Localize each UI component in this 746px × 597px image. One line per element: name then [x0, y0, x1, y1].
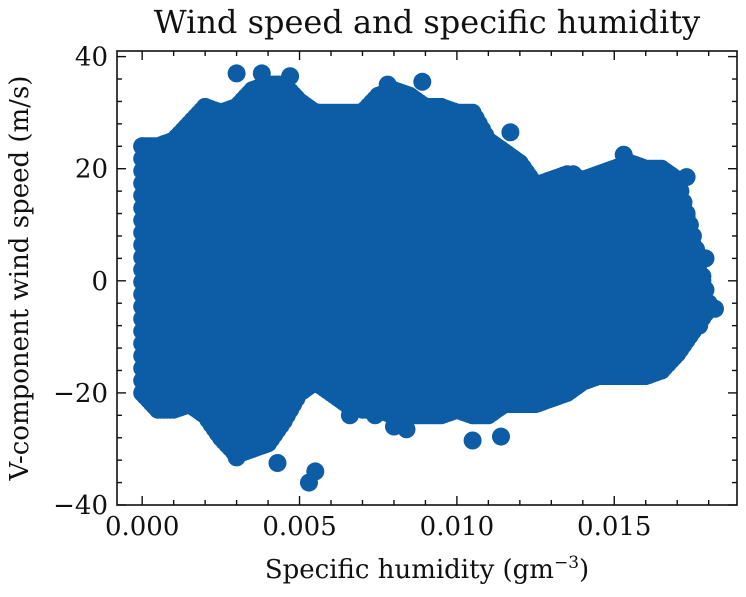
data-point-outlier: [227, 448, 246, 467]
data-point-outlier: [501, 123, 520, 142]
x-tick-label: 0.015: [577, 512, 651, 542]
data-point-outlier: [564, 165, 583, 184]
x-tick-label: 0.000: [105, 512, 179, 542]
data-point-outlier: [492, 427, 510, 446]
data-point-outlier: [614, 145, 633, 164]
x-axis-label-close: ): [579, 555, 589, 585]
x-axis-label-superscript: −3: [554, 553, 579, 573]
y-tick-label: 0: [91, 267, 108, 297]
y-tick-label: 40: [75, 43, 108, 73]
data-point-outlier: [378, 75, 397, 94]
ticks-layer: 0.000 0.005 0.010 0.015 −40 −20 0 20 40: [53, 43, 737, 542]
data-point-outlier: [281, 67, 300, 86]
data-point-outlier: [252, 64, 271, 83]
data-point-outlier: [340, 406, 359, 425]
data-point-outlier: [227, 64, 246, 83]
points-layer: [133, 64, 724, 492]
data-point: [693, 267, 712, 286]
data-point-outlier: [463, 431, 482, 450]
y-tick-label: −20: [53, 379, 108, 409]
y-tick-label: 20: [75, 155, 108, 185]
data-point-outlier: [413, 72, 432, 91]
x-tick-label: 0.010: [420, 512, 494, 542]
data-point-outlier: [677, 168, 696, 187]
data-point-outlier: [385, 417, 403, 436]
data-point-outlier: [690, 316, 709, 335]
data-point-outlier: [306, 462, 325, 481]
data-point-outlier: [706, 299, 724, 318]
y-axis-label: V-component wind speed (m/s): [5, 76, 35, 482]
y-tick-label: −40: [53, 491, 108, 521]
data-point-outlier: [366, 406, 385, 425]
plot-frame: [116, 50, 738, 506]
x-axis-label-text: Specific humidity (gm: [265, 555, 554, 585]
data-point-outlier: [696, 249, 715, 268]
data-point-outlier: [268, 454, 287, 472]
chart-title: Wind speed and specific humidity: [154, 3, 701, 41]
x-tick-label: 0.005: [262, 512, 336, 542]
x-axis-label: Specific humidity (gm−3): [265, 553, 589, 585]
